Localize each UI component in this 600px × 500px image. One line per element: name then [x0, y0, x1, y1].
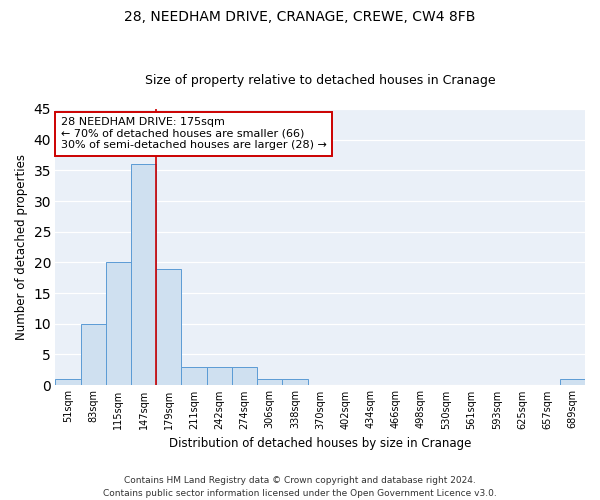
X-axis label: Distribution of detached houses by size in Cranage: Distribution of detached houses by size …: [169, 437, 472, 450]
Bar: [55, 379, 80, 385]
Y-axis label: Number of detached properties: Number of detached properties: [15, 154, 28, 340]
Bar: [131, 164, 156, 385]
Bar: [80, 324, 106, 385]
Bar: [206, 366, 232, 385]
Bar: [257, 379, 283, 385]
Bar: [283, 379, 308, 385]
Bar: [156, 268, 181, 385]
Bar: [181, 366, 206, 385]
Bar: [106, 262, 131, 385]
Title: Size of property relative to detached houses in Cranage: Size of property relative to detached ho…: [145, 74, 496, 87]
Text: 28 NEEDHAM DRIVE: 175sqm
← 70% of detached houses are smaller (66)
30% of semi-d: 28 NEEDHAM DRIVE: 175sqm ← 70% of detach…: [61, 118, 326, 150]
Bar: [232, 366, 257, 385]
Bar: [560, 379, 585, 385]
Text: Contains HM Land Registry data © Crown copyright and database right 2024.
Contai: Contains HM Land Registry data © Crown c…: [103, 476, 497, 498]
Text: 28, NEEDHAM DRIVE, CRANAGE, CREWE, CW4 8FB: 28, NEEDHAM DRIVE, CRANAGE, CREWE, CW4 8…: [124, 10, 476, 24]
